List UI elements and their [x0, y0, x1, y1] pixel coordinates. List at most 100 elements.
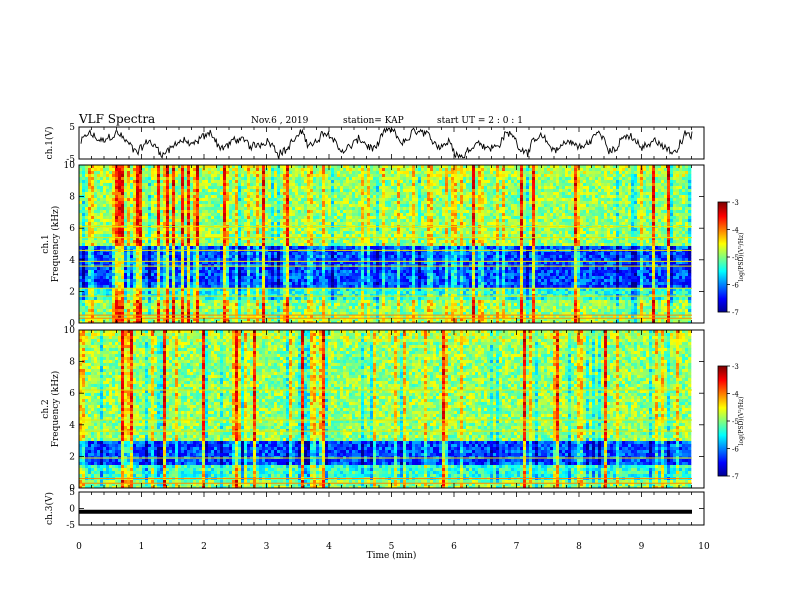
spectrogram-cell: [82, 315, 86, 319]
spectrogram-cell: [262, 192, 266, 196]
spectrogram-cell: [295, 204, 299, 208]
y-axis-label: ch.1(V): [44, 127, 55, 160]
spectrogram-cell: [352, 303, 356, 307]
spectrogram-cell: [124, 210, 128, 214]
spectrogram-cell: [340, 177, 344, 181]
spectrogram-cell: [280, 180, 284, 184]
spectrogram-cell: [151, 237, 155, 241]
spectrogram-cell: [133, 306, 137, 310]
spectrogram-cell: [304, 195, 308, 199]
spectrogram-cell: [85, 201, 89, 205]
spectrogram-cell: [100, 309, 104, 313]
spectrogram-cell: [127, 261, 131, 265]
spectrogram-cell: [268, 276, 272, 280]
spectrogram-cell: [328, 279, 332, 283]
spectrogram-cell: [142, 306, 146, 310]
spectrogram-cell: [352, 258, 356, 262]
spectrogram-cell: [253, 174, 257, 178]
spectrogram-cell: [319, 237, 323, 241]
spectrogram-cell: [121, 192, 125, 196]
spectrogram-cell: [148, 186, 152, 190]
spectrogram-cell: [145, 240, 149, 244]
spectrogram-cell: [112, 309, 116, 313]
spectrogram-cell: [268, 315, 272, 319]
spectrogram-cell: [232, 240, 236, 244]
spectrogram-cell: [283, 321, 287, 323]
spectrogram-cell: [238, 180, 242, 184]
spectrogram-cell: [253, 306, 257, 310]
spectrogram-cell: [331, 306, 335, 310]
spectrogram-cell: [268, 237, 272, 241]
spectrogram-cell: [328, 315, 332, 319]
spectrogram-cell: [352, 246, 356, 250]
spectrogram-cell: [217, 204, 221, 208]
spectrogram-cell: [118, 186, 122, 190]
spectrogram-cell: [91, 315, 95, 319]
spectrogram-cell: [250, 300, 254, 304]
spectrogram-cell: [166, 240, 170, 244]
spectrogram-cell: [190, 273, 194, 277]
spectrogram-cell: [169, 297, 173, 301]
spectrogram-cell: [172, 318, 176, 322]
spectrogram-cell: [112, 282, 116, 286]
spectrogram-cell: [352, 171, 356, 175]
spectrogram-cell: [337, 237, 341, 241]
spectrogram-cell: [106, 300, 110, 304]
spectrogram-cell: [340, 279, 344, 283]
spectrogram-cell: [154, 219, 158, 223]
spectrogram-cell: [244, 189, 248, 193]
spectrogram-cell: [247, 219, 251, 223]
spectrogram-cell: [193, 255, 197, 259]
spectrogram-cell: [220, 246, 224, 250]
spectrogram-cell: [148, 258, 152, 262]
spectrogram-cell: [283, 279, 287, 283]
spectrogram-cell: [205, 279, 209, 283]
spectrogram-cell: [196, 240, 200, 244]
spectrogram-cell: [142, 279, 146, 283]
spectrogram-cell: [85, 243, 89, 247]
spectrogram-cell: [187, 318, 191, 322]
spectrogram-cell: [214, 258, 218, 262]
spectrogram-cell: [316, 207, 320, 211]
spectrogram-cell: [349, 183, 353, 187]
spectrogram-cell: [238, 201, 242, 205]
spectrogram-cell: [292, 231, 296, 235]
spectrogram-cell: [301, 231, 305, 235]
spectrogram-cell: [175, 222, 179, 226]
spectrogram-cell: [133, 198, 137, 202]
spectrogram-cell: [85, 177, 89, 181]
spectrogram-cell: [88, 309, 92, 313]
spectrogram-cell: [274, 216, 278, 220]
spectrogram-cell: [163, 174, 167, 178]
spectrogram-cell: [190, 189, 194, 193]
spectrogram-cell: [310, 315, 314, 319]
spectrogram-cell: [259, 273, 263, 277]
spectrogram-cell: [133, 318, 137, 322]
spectrogram-cell: [178, 201, 182, 205]
spectrogram-cell: [196, 165, 200, 169]
spectrogram-cell: [109, 210, 113, 214]
spectrogram-cell: [79, 171, 83, 175]
spectrogram-cell: [286, 276, 290, 280]
spectrogram-cell: [244, 273, 248, 277]
spectrogram-cell: [349, 303, 353, 307]
spectrogram-cell: [298, 303, 302, 307]
spectrogram-cell: [241, 174, 245, 178]
spectrogram-cell: [196, 234, 200, 238]
spectrogram-cell: [274, 240, 278, 244]
spectrogram-cell: [187, 246, 191, 250]
spectrogram-cell: [304, 300, 308, 304]
spectrogram-cell: [79, 168, 83, 172]
spectrogram-cell: [256, 243, 260, 247]
spectrogram-cell: [205, 300, 209, 304]
spectrogram-cell: [151, 201, 155, 205]
spectrogram-cell: [163, 231, 167, 235]
spectrogram-cell: [352, 207, 356, 211]
spectrogram-cell: [157, 276, 161, 280]
spectrogram-cell: [79, 303, 83, 307]
spectrogram-cell: [325, 231, 329, 235]
spectrogram-cell: [259, 258, 263, 262]
spectrogram-cell: [301, 177, 305, 181]
spectrogram-cell: [199, 213, 203, 217]
spectrogram-cell: [208, 222, 212, 226]
